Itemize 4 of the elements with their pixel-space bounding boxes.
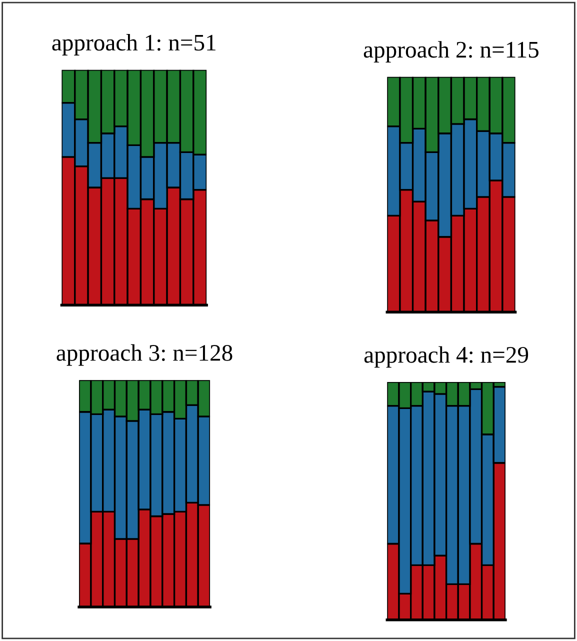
chart-title: approach 2: n=115	[364, 41, 538, 63]
chart-title: approach 4: n=29	[364, 346, 528, 368]
chart-title: approach 3: n=128	[56, 344, 232, 366]
chart-title: approach 1: n=51	[52, 34, 216, 56]
